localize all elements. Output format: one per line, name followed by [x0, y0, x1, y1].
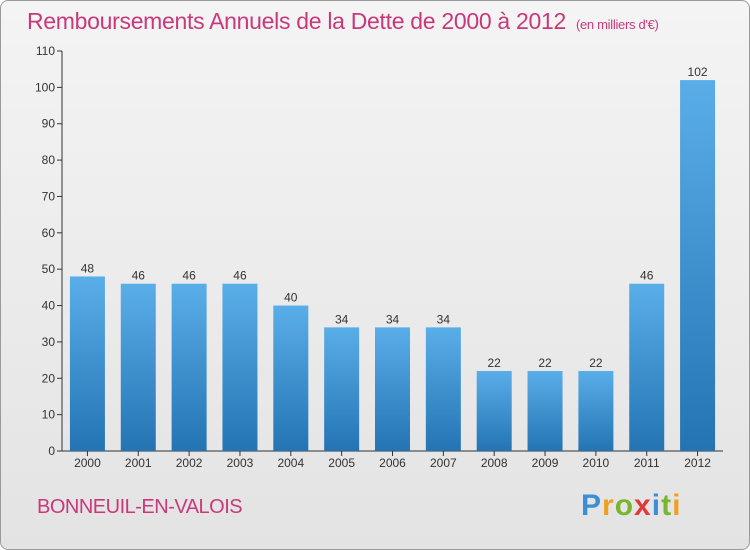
data-label: 22: [488, 356, 502, 370]
y-tick-label: 110: [36, 44, 55, 58]
bar-2010: [578, 371, 614, 451]
x-tick-label: 2005: [328, 456, 355, 470]
logo-letter: t: [661, 489, 673, 522]
data-label: 22: [589, 356, 603, 370]
y-tick-label: 50: [42, 262, 56, 276]
y-tick-label: 0: [48, 444, 55, 458]
bar-2002: [171, 283, 207, 451]
chart-labels: 2000 48 2001 46 2002 46 2003 46 2004 40 2005 34 2006…: [74, 65, 711, 470]
x-tick-label: 2006: [379, 456, 406, 470]
bar-2003: [222, 283, 258, 451]
y-tick-label: 60: [42, 226, 56, 240]
data-label: 46: [182, 269, 196, 283]
x-tick-label: 2007: [430, 456, 457, 470]
x-tick-label: 2009: [532, 456, 559, 470]
chart-title: Remboursements Annuels de la Dette de 20…: [27, 8, 659, 35]
chart-bars: [69, 80, 716, 451]
bar-2001: [120, 283, 156, 451]
x-tick-label: 2001: [125, 456, 152, 470]
data-label: 46: [640, 269, 654, 283]
bar-2004: [273, 305, 309, 451]
bar-2012: [680, 80, 716, 451]
x-tick-label: 2011: [634, 456, 660, 470]
data-label: 22: [538, 356, 552, 370]
data-label: 34: [386, 312, 400, 326]
bar-2006: [375, 327, 410, 451]
logo-letter: r: [602, 489, 615, 522]
y-tick-label: 100: [35, 80, 55, 94]
chart-title-text: Remboursements Annuels de la Dette de 20…: [27, 8, 566, 34]
y-tick-label: 30: [42, 335, 56, 349]
logo-letter: P: [581, 489, 603, 522]
bar-2008: [476, 371, 512, 451]
bar-2007: [425, 327, 461, 451]
town-name: BONNEUIL-EN-VALOIS: [37, 496, 243, 518]
bar-2009: [527, 371, 563, 451]
y-tick-label: 20: [42, 371, 56, 385]
y-tick-label: 90: [42, 117, 56, 131]
logo-letter: x: [634, 489, 652, 522]
x-tick-label: 2004: [277, 456, 304, 470]
x-tick-label: 2008: [481, 456, 508, 470]
data-label: 46: [233, 269, 247, 283]
x-tick-label: 2000: [74, 456, 101, 470]
x-tick-label: 2010: [583, 456, 610, 470]
data-label: 102: [688, 65, 708, 79]
y-tick-label: 80: [42, 153, 56, 167]
x-tick-label: 2003: [227, 456, 254, 470]
x-tick-label: 2002: [176, 456, 203, 470]
y-tick-label: 10: [42, 408, 56, 422]
data-label: 46: [132, 269, 146, 283]
x-tick-label: 2012: [684, 456, 711, 470]
data-label: 34: [437, 312, 451, 326]
data-label: 48: [81, 261, 95, 275]
bar-2000: [69, 276, 105, 451]
data-label: 34: [335, 312, 349, 326]
chart-subtitle: (en milliers d'€): [575, 17, 659, 32]
data-label: 40: [284, 291, 298, 305]
logo-letter: o: [614, 489, 635, 522]
y-tick-label: 40: [42, 299, 56, 313]
logo-letter: i: [651, 489, 662, 522]
y-tick-label: 70: [42, 189, 56, 203]
bar-2011: [629, 283, 665, 451]
logo-letter: i: [672, 489, 682, 522]
bar-2005: [324, 327, 360, 451]
proxiti-logo[interactable]: Proxiti: [581, 489, 681, 523]
